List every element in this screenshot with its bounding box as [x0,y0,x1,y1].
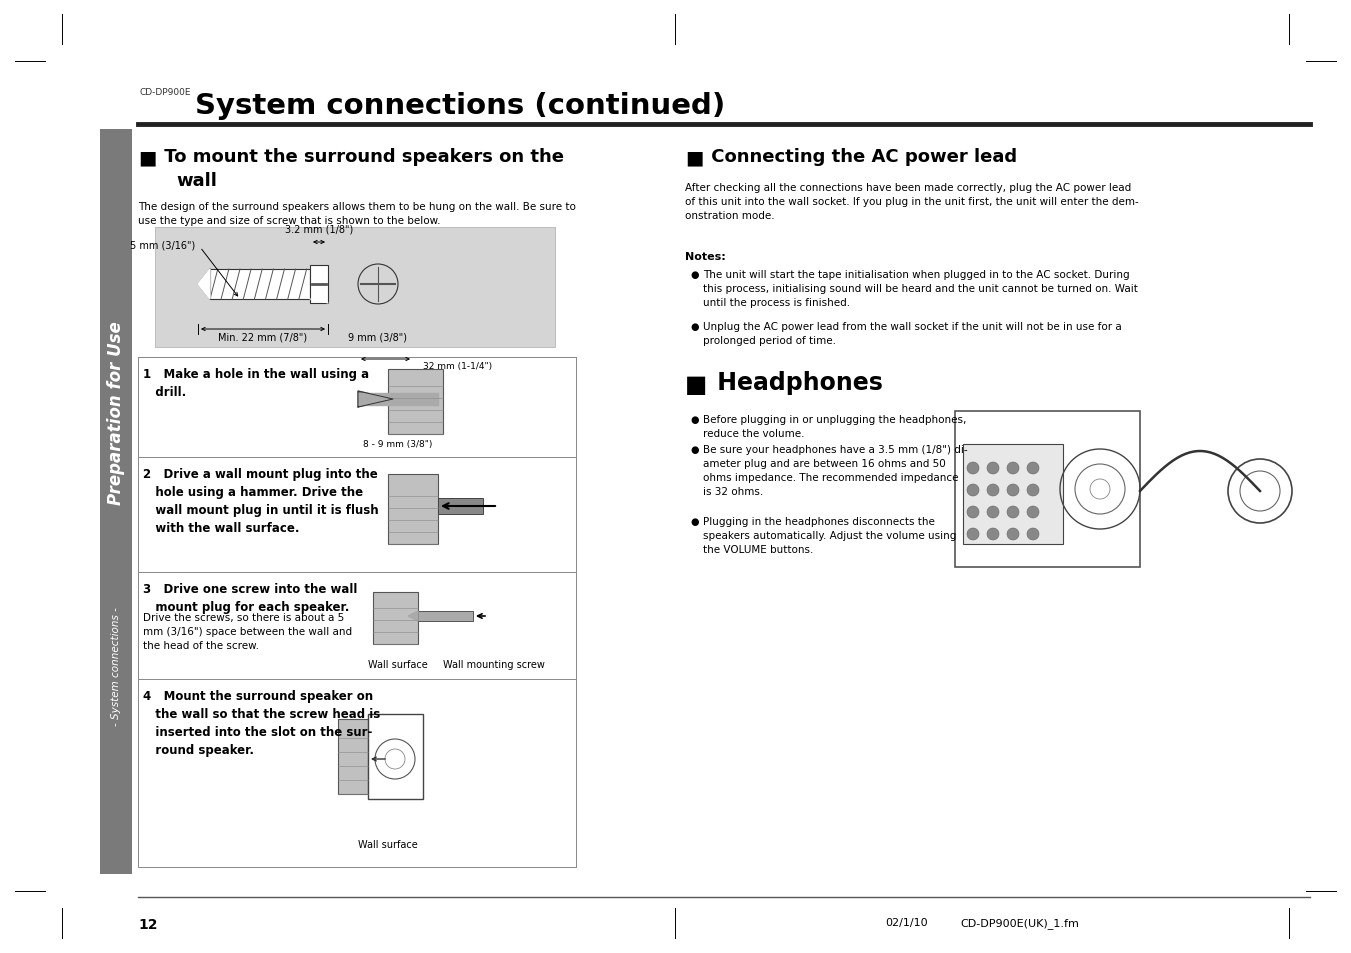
Text: 3.2 mm (1/8"): 3.2 mm (1/8") [285,225,353,234]
Circle shape [1027,484,1039,497]
Text: ●: ● [690,322,698,332]
Bar [209,270,309,299]
Circle shape [988,506,998,518]
Bar [138,357,576,867]
Text: ■: ■ [685,373,708,396]
Text: 2   Drive a wall mount plug into the
   hole using a hammer. Drive the
   wall m: 2 Drive a wall mount plug into the hole … [143,468,378,535]
Bar [963,444,1063,544]
Bar [955,412,1140,567]
Text: ■: ■ [138,148,157,167]
Text: 02/1/10: 02/1/10 [885,917,928,927]
Text: To mount the surround speakers on the: To mount the surround speakers on the [158,148,563,166]
Text: The unit will start the tape initialisation when plugged in to the AC socket. Du: The unit will start the tape initialisat… [703,270,1138,308]
Circle shape [1027,462,1039,475]
Bar [438,498,484,515]
Circle shape [988,529,998,540]
Circle shape [967,529,979,540]
Text: Wall surface: Wall surface [367,659,428,669]
Text: Before plugging in or unplugging the headphones,
reduce the volume.: Before plugging in or unplugging the hea… [703,415,966,438]
Text: 32 mm (1-1/4"): 32 mm (1-1/4") [423,361,492,371]
Text: 9 mm (3/8"): 9 mm (3/8") [349,332,408,341]
Text: Min. 22 mm (7/8"): Min. 22 mm (7/8") [219,332,308,341]
Text: Notes:: Notes: [685,252,725,262]
Text: 3   Drive one screw into the wall
   mount plug for each speaker.: 3 Drive one screw into the wall mount pl… [143,582,358,614]
Circle shape [967,506,979,518]
Text: 4   Mount the surround speaker on
   the wall so that the screw head is
   inser: 4 Mount the surround speaker on the wall… [143,689,380,757]
Circle shape [988,462,998,475]
Text: ●: ● [690,270,698,280]
Text: 1   Make a hole in the wall using a
   drill.: 1 Make a hole in the wall using a drill. [143,368,369,398]
Text: After checking all the connections have been made correctly, plug the AC power l: After checking all the connections have … [685,183,1139,221]
Text: Connecting the AC power lead: Connecting the AC power lead [705,148,1017,166]
Polygon shape [408,612,417,621]
Text: wall: wall [176,172,218,190]
Text: ■: ■ [685,148,704,167]
Text: 12: 12 [138,917,158,931]
Text: Headphones: Headphones [709,371,882,395]
Bar [367,714,423,800]
Bar [155,228,555,348]
Text: Unplug the AC power lead from the wall socket if the unit will not be in use for: Unplug the AC power lead from the wall s… [703,322,1121,346]
Circle shape [1006,506,1019,518]
Circle shape [988,484,998,497]
Bar [373,593,417,644]
Text: System connections (continued): System connections (continued) [195,91,725,120]
Bar [388,475,438,544]
Text: Preparation for Use: Preparation for Use [107,321,126,504]
Text: 8 - 9 mm (3/8"): 8 - 9 mm (3/8") [363,439,432,449]
Text: ●: ● [690,415,698,424]
Text: The design of the surround speakers allows them to be hung on the wall. Be sure : The design of the surround speakers allo… [138,202,576,226]
Text: Plugging in the headphones disconnects the
speakers automatically. Adjust the vo: Plugging in the headphones disconnects t… [703,517,957,555]
Circle shape [1006,529,1019,540]
Polygon shape [358,392,393,408]
Text: Be sure your headphones have a 3.5 mm (1/8") di-
ameter plug and are between 16 : Be sure your headphones have a 3.5 mm (1… [703,444,967,497]
Circle shape [1006,484,1019,497]
Text: CD-DP900E: CD-DP900E [141,88,192,97]
Bar [309,266,328,304]
Text: Wall mounting screw: Wall mounting screw [443,659,544,669]
Polygon shape [199,270,209,299]
Text: 5 mm (3/16"): 5 mm (3/16") [130,240,195,250]
Text: - System connections -: - System connections - [111,606,122,725]
Text: Drive the screws, so there is about a 5
mm (3/16") space between the wall and
th: Drive the screws, so there is about a 5 … [143,613,353,650]
Bar [417,612,473,621]
Text: ●: ● [690,517,698,526]
Bar [100,130,132,874]
Circle shape [1027,506,1039,518]
Circle shape [967,462,979,475]
Circle shape [967,484,979,497]
Text: ●: ● [690,444,698,455]
Circle shape [1027,529,1039,540]
Bar [388,370,443,435]
Text: Wall surface: Wall surface [358,840,417,849]
Circle shape [1006,462,1019,475]
Bar [338,720,367,794]
Text: CD-DP900E(UK)_1.fm: CD-DP900E(UK)_1.fm [961,917,1079,928]
